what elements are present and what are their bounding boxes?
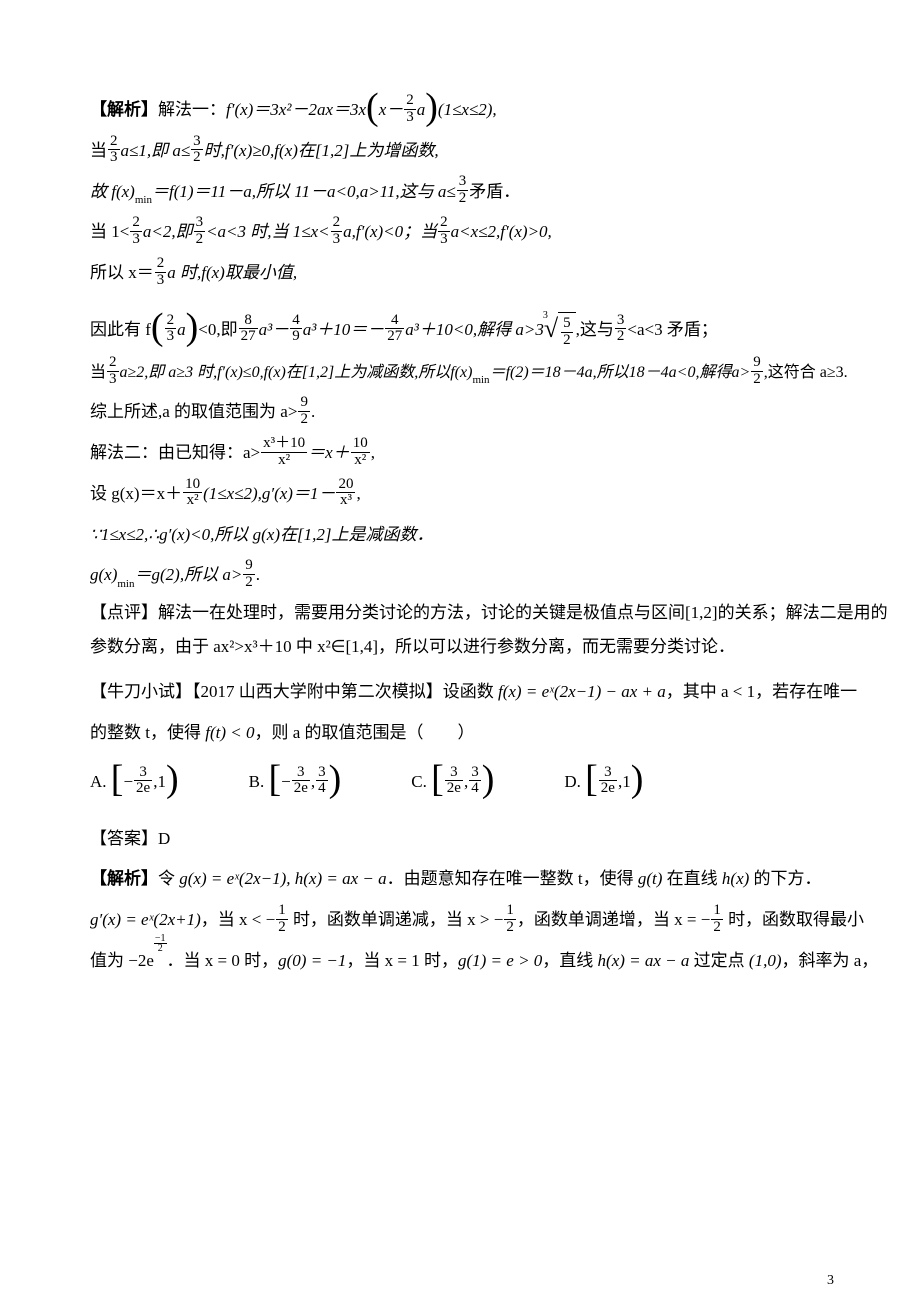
analysis-line-3: 故 f(x)min＝f(1)＝11－a,所以 11－a<0,a>11,这与 a≤… <box>90 172 850 213</box>
comment-line-2: 参数分离，由于 ax²>x³＋10 中 x²∈[1,4]，所以可以进行参数分离，… <box>90 630 850 664</box>
analysis-line-8: 综上所述,a 的取值范围为 a>92. <box>90 392 850 433</box>
analysis-line-7: 当23a≥2,即 a≥3 时,f′(x)≤0,f(x)在[1,2]上为减函数,所… <box>90 354 850 392</box>
comment-line-1: 【点评】解法一在处理时，需要用分类讨论的方法，讨论的关键是极值点与区间[1,2]… <box>90 596 850 630</box>
option-d: D. [32e,1) <box>564 762 643 803</box>
analysis-line-4: 当 1<23a<2,即32<a<3 时,当 1≤x<23a,f′(x)<0；当2… <box>90 212 850 253</box>
solution-line-2: g′(x) = eˣ(2x+1)，当 x < −12 时，函数单调递减，当 x … <box>90 900 850 941</box>
option-a: A. [−32e,1) <box>90 762 179 803</box>
analysis-line-1: 【解析】解法一：f′(x)＝3x²－2ax＝3x(x－23a)(1≤x≤2), <box>90 90 850 131</box>
analysis-line-6: 因此有 f(23a)<0,即827a³－49a³＋10＝－427a³＋10<0,… <box>90 308 850 354</box>
analysis-line-5: 所以 x＝23a 时,f(x)取最小值, <box>90 253 850 294</box>
option-b: B. [−32e,34) <box>249 762 342 803</box>
practice-line-1: 【牛刀小试】【2017 山西大学附中第二次模拟】设函数 f(x) = eˣ(2x… <box>90 672 850 713</box>
options-row: A. [−32e,1) B. [−32e,34) C. [32e,34) D. … <box>90 762 850 803</box>
method2-line-4: g(x)min＝g(2),所以 a>92. <box>90 555 850 596</box>
practice-line-2: 的整数 t，使得 f(t) < 0，则 a 的取值范围是（ ） <box>90 713 850 754</box>
analysis-label: 【解析】 <box>90 100 158 119</box>
method2-line-3: ∵1≤x≤2,∴g′(x)<0,所以 g(x)在[1,2]上是减函数． <box>90 515 850 556</box>
analysis-line-2: 当23a≤1,即 a≤32时,f′(x)≥0,f(x)在[1,2]上为增函数, <box>90 131 850 172</box>
answer-line: 【答案】D <box>90 819 850 860</box>
method2-line-1: 解法二：由已知得：a>x³＋10x²＝x＋10x², <box>90 433 850 474</box>
option-c: C. [32e,34) <box>411 762 494 803</box>
solution-line-3: 值为 −2e−12．当 x = 0 时，g(0) = −1，当 x = 1 时，… <box>90 941 850 982</box>
page-number: 3 <box>827 1264 834 1298</box>
method2-line-2: 设 g(x)＝x＋10x²(1≤x≤2),g′(x)＝1－20x³, <box>90 474 850 515</box>
solution-line-1: 【解析】令 g(x) = eˣ(2x−1), h(x) = ax − a．由题意… <box>90 859 850 900</box>
